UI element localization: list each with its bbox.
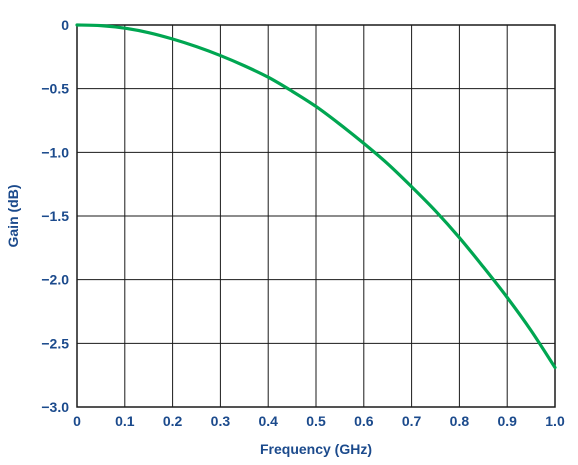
- y-tick-label: −2.0: [41, 272, 69, 288]
- x-tick-label: 0: [73, 413, 81, 429]
- series-layer: [75, 23, 557, 370]
- y-tick-labels: 0 −0.5 −1.0 −1.5 −2.0 −2.5 −3.0: [41, 17, 69, 415]
- x-tick-label: 0.4: [258, 413, 278, 429]
- y-tick-label: −3.0: [41, 399, 69, 415]
- y-tick-label: −1.0: [41, 144, 69, 160]
- x-axis-title: Frequency (GHz): [260, 441, 372, 457]
- x-tick-label: 0.7: [402, 413, 422, 429]
- grid-lines: [76, 24, 556, 408]
- x-tick-label: 0.6: [354, 413, 374, 429]
- y-tick-label: −0.5: [41, 81, 69, 97]
- y-axis-title: Gain (dB): [5, 185, 21, 248]
- x-tick-labels: 0 0.1 0.2 0.3 0.4 0.5 0.6 0.7 0.8 0.9 1.0: [73, 413, 565, 429]
- x-tick-label: 0.5: [306, 413, 326, 429]
- x-tick-label: 0.9: [497, 413, 517, 429]
- gain-series-line: [75, 23, 557, 370]
- y-tick-label: −1.5: [41, 208, 69, 224]
- y-tick-label: −2.5: [41, 335, 69, 351]
- x-tick-label: 1.0: [545, 413, 565, 429]
- x-tick-label: 0.1: [115, 413, 135, 429]
- x-tick-label: 0.3: [211, 413, 231, 429]
- plot-frame: [76, 24, 556, 408]
- x-tick-label: 0.2: [163, 413, 183, 429]
- y-tick-label: 0: [61, 17, 69, 33]
- x-tick-label: 0.8: [450, 413, 470, 429]
